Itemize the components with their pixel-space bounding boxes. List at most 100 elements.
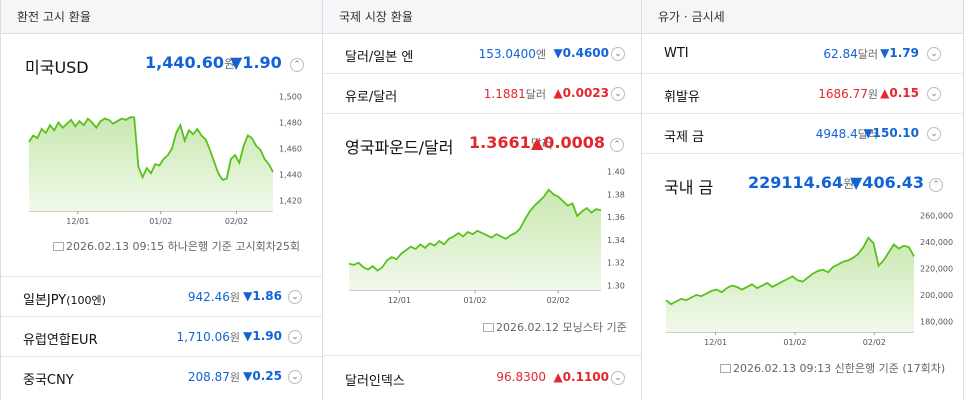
x-tick-label: 12/01: [66, 217, 89, 226]
expand-icon[interactable]: ⌄: [927, 127, 941, 141]
exchange-notice-panel: 환전 고시 환율 미국USD 1,440.60원 ▼1.90 ⌃ 1,500 1,…: [0, 0, 323, 400]
usd-footnote: 2026.02.13 09:15 하나은행 기준 고시회차25회: [53, 238, 300, 254]
series-area: [349, 189, 601, 290]
document-icon: [53, 242, 64, 251]
commodity-name: 국제 금: [664, 130, 705, 145]
commodity-change: ▼150.10: [863, 126, 919, 140]
list-item-dollar-index[interactable]: 달러인덱스 96.8300 ▲0.1100 ⌄: [323, 356, 641, 400]
x-tick-label: 02/02: [863, 338, 886, 347]
series-line: [28, 116, 274, 181]
usd-main-card[interactable]: 미국USD 1,440.60원 ▼1.90 ⌃ 1,500 1,480 1,460 1…: [1, 34, 322, 277]
commodity-value: 1686.77원: [818, 87, 878, 101]
domestic-gold-main-card[interactable]: 국내 금 229114.64원 ▼406.43 ⌃ 260,000 240,000…: [642, 154, 963, 400]
rate-value: 153.0400엔: [478, 47, 546, 61]
rate-name: 달러인덱스: [345, 374, 405, 389]
currency-change: ▼0.25: [243, 369, 282, 383]
commodity-change: ▲0.15: [880, 86, 919, 100]
currency-value: 1,710.06원: [176, 330, 240, 344]
rate-change: ▲0.0023: [553, 86, 609, 100]
y-tick-label: 1,500: [279, 93, 302, 102]
international-market-panel: 국제 시장 환율 달러/일본 엔 153.0400엔 ▼0.4600 ⌄ 유로/…: [322, 0, 642, 400]
rate-value: 1.1881달러: [483, 87, 546, 101]
expand-icon[interactable]: ⌄: [927, 47, 941, 61]
rate-name: 유로/달러: [345, 90, 398, 105]
expand-icon[interactable]: ⌄: [927, 87, 941, 101]
usd-value: 1,440.60원: [145, 53, 235, 72]
currency-value: 208.87원: [187, 370, 240, 384]
list-item-eurusd[interactable]: 유로/달러 1.1881달러 ▲0.0023 ⌄: [323, 74, 641, 114]
series-line: [665, 236, 915, 306]
x-tick-label: 12/01: [704, 338, 727, 347]
commodity-change: ▼1.79: [880, 46, 919, 60]
y-tick-label: 1,460: [279, 145, 302, 154]
collapse-icon[interactable]: ⌃: [290, 58, 304, 72]
y-tick-label: 200,000: [920, 291, 953, 300]
expand-icon[interactable]: ⌄: [288, 290, 302, 304]
panel-header: 국제 시장 환율: [323, 0, 641, 34]
x-tick-label: 01/02: [149, 217, 172, 226]
rate-change: ▼0.4600: [553, 46, 609, 60]
series-area: [29, 117, 273, 211]
x-tick-label: 02/02: [547, 296, 570, 304]
domestic-gold-change: ▼406.43: [850, 173, 925, 192]
currency-name: 일본JPY(100엔): [23, 293, 106, 308]
commodity-name: 휘발유: [664, 90, 700, 105]
currency-name: 유럽연합EUR: [23, 333, 98, 348]
list-item-cny[interactable]: 중국CNY 208.87원 ▼0.25 ⌄: [1, 357, 322, 397]
list-item-gasoline[interactable]: 휘발유 1686.77원 ▲0.15 ⌄: [642, 74, 963, 114]
domestic-gold-value: 229114.64원: [748, 173, 855, 192]
domestic-gold-title: 국내 금: [664, 178, 714, 197]
y-tick-label: 1,420: [279, 197, 302, 206]
y-tick-label: 1.36: [607, 213, 625, 222]
x-tick-label: 01/02: [783, 338, 806, 347]
commodity-name: WTI: [664, 46, 689, 61]
collapse-icon[interactable]: ⌃: [929, 178, 943, 192]
currency-name: 중국CNY: [23, 373, 74, 388]
y-tick-label: 1.34: [607, 236, 625, 245]
gbpusd-change: ▲0.0008: [531, 133, 606, 152]
commodity-value: 4948.4달러: [815, 127, 878, 141]
y-tick-label: 240,000: [920, 238, 953, 247]
document-icon: [483, 323, 494, 332]
series-line: [348, 188, 602, 272]
document-icon: [720, 364, 731, 373]
y-tick-label: 1.38: [607, 190, 625, 199]
expand-icon[interactable]: ⌄: [611, 87, 625, 101]
expand-icon[interactable]: ⌄: [288, 370, 302, 384]
commodity-value: 62.84달러: [823, 47, 878, 61]
list-item-eur[interactable]: 유럽연합EUR 1,710.06원 ▼1.90 ⌄: [1, 317, 322, 357]
rate-change: ▲0.1100: [553, 370, 609, 384]
collapse-icon[interactable]: ⌃: [610, 138, 624, 152]
list-item-usdjpy[interactable]: 달러/일본 엔 153.0400엔 ▼0.4600 ⌄: [323, 34, 641, 74]
list-item-jpy[interactable]: 일본JPY(100엔) 942.46원 ▼1.86 ⌄: [1, 277, 322, 317]
currency-value: 942.46원: [187, 290, 240, 304]
x-tick-label: 12/01: [388, 296, 411, 304]
gbpusd-title: 영국파운드/달러: [345, 138, 454, 157]
usd-title: 미국USD: [25, 58, 89, 77]
expand-icon[interactable]: ⌄: [288, 330, 302, 344]
gbpusd-value: 1.3661달러: [469, 133, 553, 152]
oil-gold-panel: 유가 · 금시세 WTI 62.84달러 ▼1.79 ⌄ 휘발유 1686.77…: [641, 0, 964, 400]
y-tick-label: 1,440: [279, 171, 302, 180]
currency-change: ▼1.86: [243, 289, 282, 303]
gbpusd-footnote: 2026.02.12 모닝스타 기준: [483, 319, 627, 335]
list-item-wti[interactable]: WTI 62.84달러 ▼1.79 ⌄: [642, 34, 963, 74]
y-tick-label: 1,480: [279, 119, 302, 128]
domestic-gold-chart: 260,000 240,000 220,000 200,000 180,000 12/01…: [665, 211, 953, 347]
gbpusd-main-card[interactable]: 영국파운드/달러 1.3661달러 ▲0.0008 ⌃ 1.40 1.38 1.36…: [323, 114, 641, 356]
y-tick-label: 1.30: [607, 281, 625, 290]
gbpusd-chart: 1.40 1.38 1.36 1.34 1.32 1.30 12/01 01/02 02/02: [348, 168, 625, 304]
rate-value: 96.8300: [496, 370, 546, 384]
expand-icon[interactable]: ⌄: [611, 371, 625, 385]
panel-header: 환전 고시 환율: [1, 0, 322, 34]
usd-chart: 1,500 1,480 1,460 1,440 1,420 12/01 01/02 02/02: [28, 93, 302, 226]
expand-icon[interactable]: ⌄: [611, 47, 625, 61]
currency-change: ▼1.90: [243, 329, 282, 343]
usd-change: ▼1.90: [230, 53, 282, 72]
y-tick-label: 1.32: [607, 259, 625, 268]
panel-header: 유가 · 금시세: [642, 0, 963, 34]
x-tick-label: 02/02: [225, 217, 248, 226]
domestic-gold-footnote: 2026.02.13 09:13 신한은행 기준 (17회차): [720, 360, 945, 376]
list-item-intl-gold[interactable]: 국제 금 4948.4달러 ▼150.10 ⌄: [642, 114, 963, 154]
rate-name: 달러/일본 엔: [345, 50, 414, 65]
